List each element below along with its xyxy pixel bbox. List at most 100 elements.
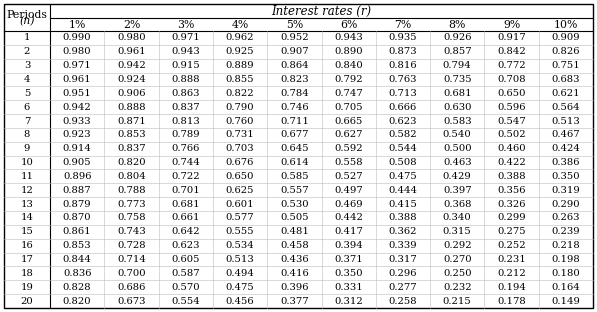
Text: 0.258: 0.258 — [389, 297, 417, 305]
Text: 0.951: 0.951 — [63, 89, 91, 98]
Text: 0.731: 0.731 — [226, 130, 254, 139]
Text: 0.826: 0.826 — [552, 47, 580, 56]
Text: 0.842: 0.842 — [497, 47, 526, 56]
Text: 0.475: 0.475 — [226, 283, 254, 292]
Text: 0.686: 0.686 — [117, 283, 146, 292]
Text: 0.534: 0.534 — [226, 241, 254, 250]
Text: 0.601: 0.601 — [226, 200, 254, 209]
Text: 0.701: 0.701 — [171, 186, 200, 195]
Text: 0.879: 0.879 — [63, 200, 91, 209]
Text: 0.971: 0.971 — [171, 33, 200, 42]
Text: 0.708: 0.708 — [497, 75, 526, 84]
Text: 10%: 10% — [553, 19, 578, 30]
Text: 2: 2 — [24, 47, 30, 56]
Text: 0.760: 0.760 — [226, 116, 254, 125]
Text: 7%: 7% — [395, 19, 411, 30]
Text: 0.605: 0.605 — [171, 255, 200, 264]
Text: 0.623: 0.623 — [171, 241, 200, 250]
Text: (n): (n) — [19, 16, 35, 27]
Text: 6%: 6% — [340, 19, 358, 30]
Text: 0.530: 0.530 — [280, 200, 309, 209]
Text: 0.871: 0.871 — [117, 116, 146, 125]
Text: 0.924: 0.924 — [117, 75, 146, 84]
Text: 0.677: 0.677 — [280, 130, 309, 139]
Text: 4: 4 — [24, 75, 30, 84]
Text: 0.853: 0.853 — [63, 241, 91, 250]
Text: 0.527: 0.527 — [334, 172, 363, 181]
Text: 0.642: 0.642 — [171, 227, 200, 236]
Text: 0.857: 0.857 — [443, 47, 472, 56]
Text: 0.554: 0.554 — [171, 297, 200, 305]
Text: 10: 10 — [20, 158, 33, 167]
Text: 0.436: 0.436 — [280, 255, 309, 264]
Text: 0.442: 0.442 — [334, 213, 363, 222]
Text: 0.362: 0.362 — [389, 227, 417, 236]
Text: 0.555: 0.555 — [226, 227, 254, 236]
Text: 12: 12 — [20, 186, 33, 195]
Text: 0.666: 0.666 — [389, 103, 417, 112]
Text: 0.198: 0.198 — [552, 255, 580, 264]
Text: 0.676: 0.676 — [226, 158, 254, 167]
Text: 0.914: 0.914 — [63, 144, 91, 153]
Text: 0.728: 0.728 — [117, 241, 146, 250]
Text: 0.505: 0.505 — [280, 213, 309, 222]
Text: 0.481: 0.481 — [280, 227, 309, 236]
Text: 0.933: 0.933 — [63, 116, 91, 125]
Text: 0.368: 0.368 — [443, 200, 472, 209]
Text: 0.350: 0.350 — [552, 172, 580, 181]
Text: 0.820: 0.820 — [117, 158, 146, 167]
Text: 0.315: 0.315 — [443, 227, 472, 236]
Text: 20: 20 — [21, 297, 33, 305]
Text: 3%: 3% — [177, 19, 195, 30]
Text: 0.942: 0.942 — [63, 103, 91, 112]
Text: 0.319: 0.319 — [552, 186, 580, 195]
Text: 0.596: 0.596 — [497, 103, 526, 112]
Text: 0.855: 0.855 — [226, 75, 254, 84]
Text: 0.703: 0.703 — [226, 144, 254, 153]
Text: 0.907: 0.907 — [280, 47, 309, 56]
Text: 0.239: 0.239 — [552, 227, 580, 236]
Text: 7: 7 — [24, 116, 30, 125]
Text: 2%: 2% — [123, 19, 140, 30]
Text: 0.744: 0.744 — [171, 158, 200, 167]
Text: 0.681: 0.681 — [443, 89, 472, 98]
Text: 0.396: 0.396 — [280, 283, 309, 292]
Text: 0.836: 0.836 — [63, 269, 91, 278]
Text: 0.577: 0.577 — [226, 213, 254, 222]
Text: 0.896: 0.896 — [63, 172, 91, 181]
Text: 0.661: 0.661 — [171, 213, 200, 222]
Text: 0.763: 0.763 — [389, 75, 417, 84]
Text: 0.386: 0.386 — [552, 158, 580, 167]
Text: 0.290: 0.290 — [552, 200, 580, 209]
Text: 0.873: 0.873 — [389, 47, 417, 56]
Text: 0.794: 0.794 — [443, 61, 472, 70]
Text: 0.371: 0.371 — [334, 255, 363, 264]
Text: 0.888: 0.888 — [117, 103, 146, 112]
Text: 0.388: 0.388 — [497, 172, 526, 181]
Text: 0.813: 0.813 — [171, 116, 200, 125]
Text: 0.250: 0.250 — [443, 269, 472, 278]
Text: 0.513: 0.513 — [226, 255, 254, 264]
Text: 0.252: 0.252 — [497, 241, 526, 250]
Text: 0.587: 0.587 — [171, 269, 200, 278]
Text: 0.853: 0.853 — [117, 130, 146, 139]
Text: 0.614: 0.614 — [280, 158, 309, 167]
Text: 0.178: 0.178 — [497, 297, 526, 305]
Text: 11: 11 — [20, 172, 33, 181]
Text: 0.630: 0.630 — [443, 103, 472, 112]
Text: 0.713: 0.713 — [389, 89, 417, 98]
Text: 0.277: 0.277 — [389, 283, 417, 292]
Text: 0.906: 0.906 — [117, 89, 146, 98]
Text: 0.645: 0.645 — [280, 144, 309, 153]
Text: 0.592: 0.592 — [334, 144, 363, 153]
Text: 0.417: 0.417 — [334, 227, 363, 236]
Text: 0.714: 0.714 — [117, 255, 146, 264]
Text: 0.394: 0.394 — [334, 241, 363, 250]
Text: 0.790: 0.790 — [226, 103, 254, 112]
Text: 0.331: 0.331 — [334, 283, 363, 292]
Text: 0.700: 0.700 — [117, 269, 146, 278]
Text: 0.564: 0.564 — [552, 103, 580, 112]
Text: 0.722: 0.722 — [171, 172, 200, 181]
Text: 0.194: 0.194 — [497, 283, 526, 292]
Text: Interest rates (r): Interest rates (r) — [272, 4, 371, 17]
